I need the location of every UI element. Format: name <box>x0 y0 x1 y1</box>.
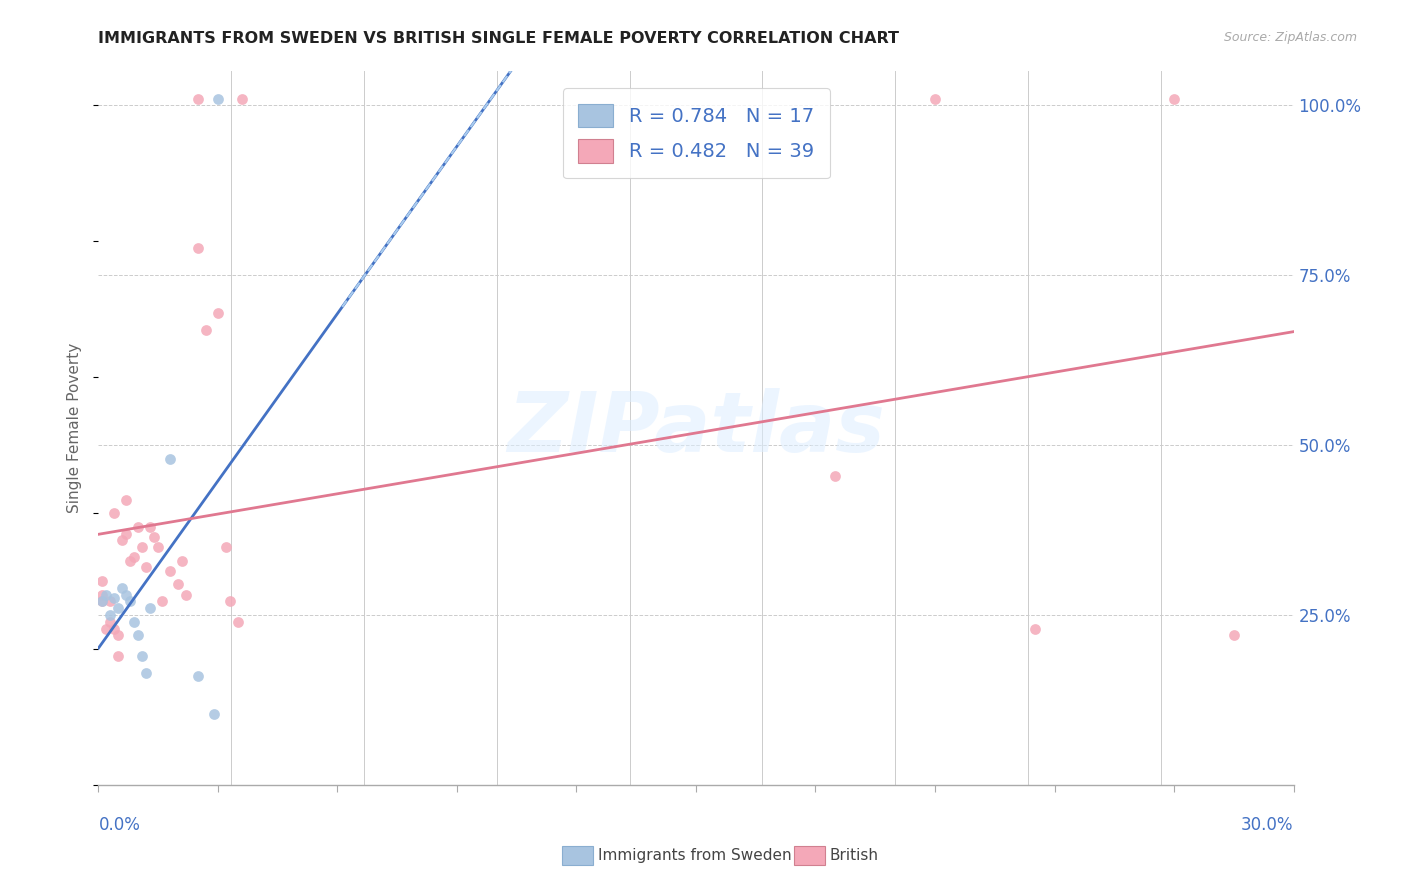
Point <box>107 601 129 615</box>
Point <box>103 591 125 605</box>
Point <box>207 305 229 319</box>
Point <box>127 628 149 642</box>
Point <box>100 615 122 629</box>
Point <box>1222 628 1246 642</box>
Point <box>167 577 190 591</box>
Point <box>135 665 157 680</box>
Point <box>215 540 238 554</box>
Point <box>115 526 138 541</box>
Point <box>1024 622 1046 636</box>
Point <box>96 588 118 602</box>
Point <box>111 581 134 595</box>
Point <box>91 574 114 588</box>
Point <box>159 564 181 578</box>
Legend: R = 0.784   N = 17, R = 0.482   N = 39: R = 0.784 N = 17, R = 0.482 N = 39 <box>562 88 830 178</box>
Point <box>174 588 197 602</box>
Point <box>139 519 162 533</box>
Point <box>219 594 242 608</box>
Point <box>207 91 229 105</box>
Point <box>111 533 134 548</box>
Y-axis label: Single Female Poverty: Single Female Poverty <box>67 343 83 513</box>
Point <box>172 554 194 568</box>
Point <box>226 615 249 629</box>
Point <box>115 588 138 602</box>
Point <box>150 594 173 608</box>
Point <box>103 506 125 520</box>
Point <box>148 540 170 554</box>
Point <box>91 588 114 602</box>
Point <box>120 594 142 608</box>
Point <box>107 628 129 642</box>
Point <box>100 594 122 608</box>
Point <box>159 451 181 466</box>
Point <box>91 594 114 608</box>
Point <box>115 492 138 507</box>
Point <box>120 554 142 568</box>
Point <box>124 615 146 629</box>
Text: British: British <box>830 848 879 863</box>
Text: ZIPatlas: ZIPatlas <box>508 388 884 468</box>
Text: Source: ZipAtlas.com: Source: ZipAtlas.com <box>1223 31 1357 45</box>
Point <box>187 241 209 255</box>
Point <box>195 323 218 337</box>
Text: 0.0%: 0.0% <box>98 816 141 834</box>
Point <box>824 468 846 483</box>
Point <box>107 648 129 663</box>
Point <box>143 530 166 544</box>
Point <box>91 594 114 608</box>
Text: Immigrants from Sweden: Immigrants from Sweden <box>598 848 792 863</box>
Point <box>139 601 162 615</box>
Point <box>231 91 253 105</box>
Point <box>96 622 118 636</box>
Point <box>103 622 125 636</box>
Point <box>124 550 146 565</box>
Text: 30.0%: 30.0% <box>1241 816 1294 834</box>
Point <box>127 519 149 533</box>
Point <box>135 560 157 574</box>
Point <box>1163 91 1185 105</box>
Point <box>187 91 209 105</box>
Point <box>202 706 225 721</box>
Point <box>924 91 946 105</box>
Text: IMMIGRANTS FROM SWEDEN VS BRITISH SINGLE FEMALE POVERTY CORRELATION CHART: IMMIGRANTS FROM SWEDEN VS BRITISH SINGLE… <box>98 31 900 46</box>
Point <box>187 669 209 683</box>
Point <box>100 608 122 623</box>
Point <box>131 648 153 663</box>
Point <box>131 540 153 554</box>
